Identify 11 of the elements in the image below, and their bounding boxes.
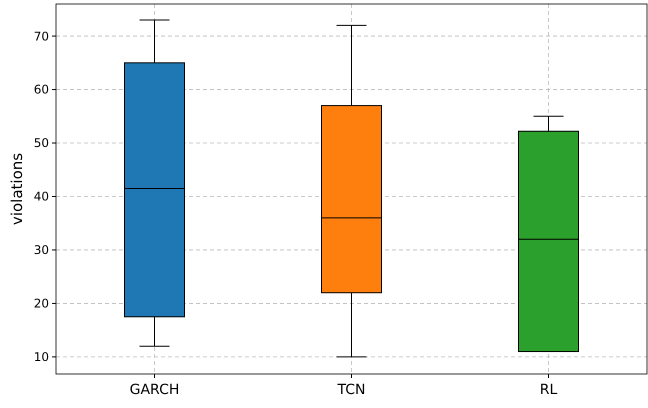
y-tick-label: 30	[34, 243, 49, 258]
x-tick-label: GARCH	[130, 382, 180, 398]
y-tick-label: 40	[34, 190, 49, 204]
y-tick-label: 50	[34, 136, 49, 150]
y-tick-label: 10	[34, 350, 49, 364]
y-tick-label: 70	[34, 29, 49, 44]
y-axis-title: violations	[8, 152, 26, 226]
x-tick-label: TCN	[336, 382, 366, 398]
y-tick-label: 20	[34, 296, 49, 311]
y-tick-label: 60	[34, 82, 49, 97]
x-tick-label: RL	[540, 382, 558, 398]
